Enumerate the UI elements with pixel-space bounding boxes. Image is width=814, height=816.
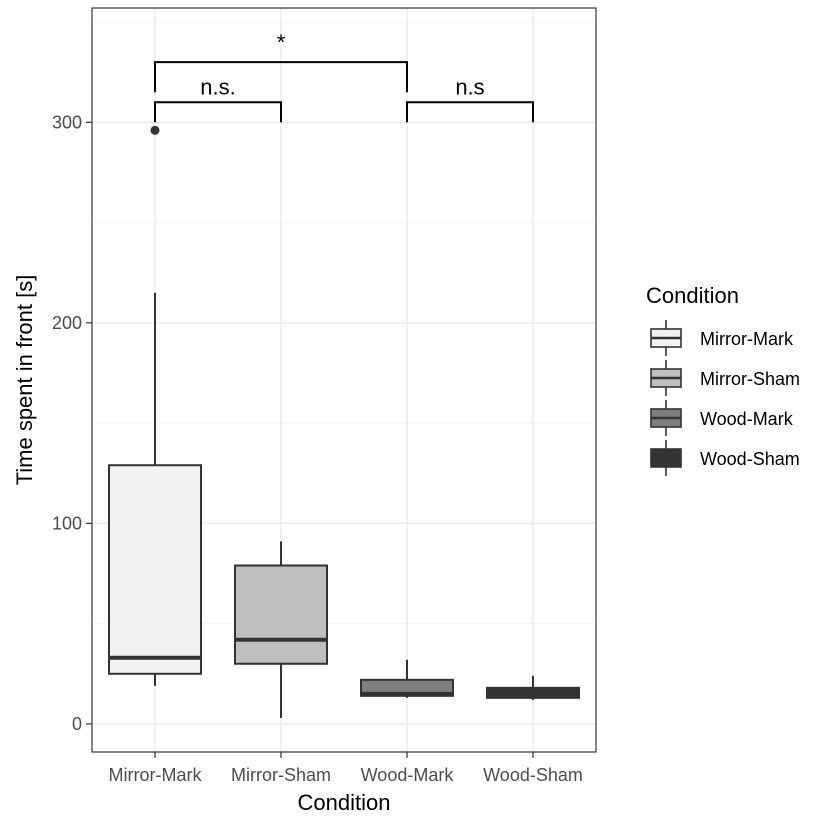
legend-item: Mirror-Sham: [650, 360, 800, 396]
x-tick-label: Wood-Sham: [483, 765, 583, 785]
legend-items: Mirror-Mark Mirror-Sham Wood-Mark Wood-Sham: [650, 320, 800, 476]
bracket-line: [154, 61, 408, 93]
x-tick-label: Mirror-Sham: [231, 765, 331, 785]
y-tick-label: 0: [72, 714, 82, 734]
box-mirror-mark: [108, 125, 202, 686]
box-body: [108, 464, 202, 675]
significance-bracket: n.s.: [154, 74, 282, 123]
box-mirror-sham: [234, 541, 328, 718]
box-wood-sham: [486, 675, 580, 700]
legend: Condition Mirror-Mark Mirror-Sham Wood-Mar…: [646, 283, 800, 476]
x-tick-label: Wood-Mark: [361, 765, 455, 785]
significance-label: n.s.: [200, 74, 235, 99]
legend-label: Mirror-Mark: [700, 329, 794, 349]
legend-item: Mirror-Mark: [650, 320, 794, 356]
significance-bracket: n.s: [406, 74, 534, 123]
bracket-line: [154, 101, 282, 123]
y-tick-label: 300: [52, 112, 82, 132]
box-body: [234, 564, 328, 665]
bracket-line: [406, 101, 534, 123]
x-tick-label: Mirror-Mark: [109, 765, 203, 785]
significance-label: *: [277, 30, 286, 55]
legend-title: Condition: [646, 283, 739, 308]
y-tick-label: 200: [52, 313, 82, 333]
y-tick-label: 100: [52, 513, 82, 533]
outlier-point: [150, 125, 160, 135]
y-axis-title: Time spent in front [s]: [12, 275, 37, 486]
legend-label: Mirror-Sham: [700, 369, 800, 389]
x-axis: Mirror-Mark Mirror-Sham Wood-Mark Wood-Sham: [109, 752, 583, 785]
boxes-layer: [108, 125, 580, 718]
legend-label: Wood-Mark: [700, 409, 794, 429]
legend-item: Wood-Sham: [650, 440, 800, 476]
y-axis: 0 100 200 300: [52, 112, 92, 734]
box-wood-mark: [360, 659, 454, 698]
significance-annotations: * n.s. n.s: [154, 30, 534, 123]
box-body: [360, 678, 454, 697]
plot-border: [91, 7, 597, 753]
x-axis-title: Condition: [298, 790, 391, 815]
significance-label: n.s: [455, 74, 484, 99]
legend-label: Wood-Sham: [700, 449, 800, 469]
legend-item: Wood-Mark: [650, 400, 794, 436]
significance-bracket: *: [154, 30, 408, 93]
